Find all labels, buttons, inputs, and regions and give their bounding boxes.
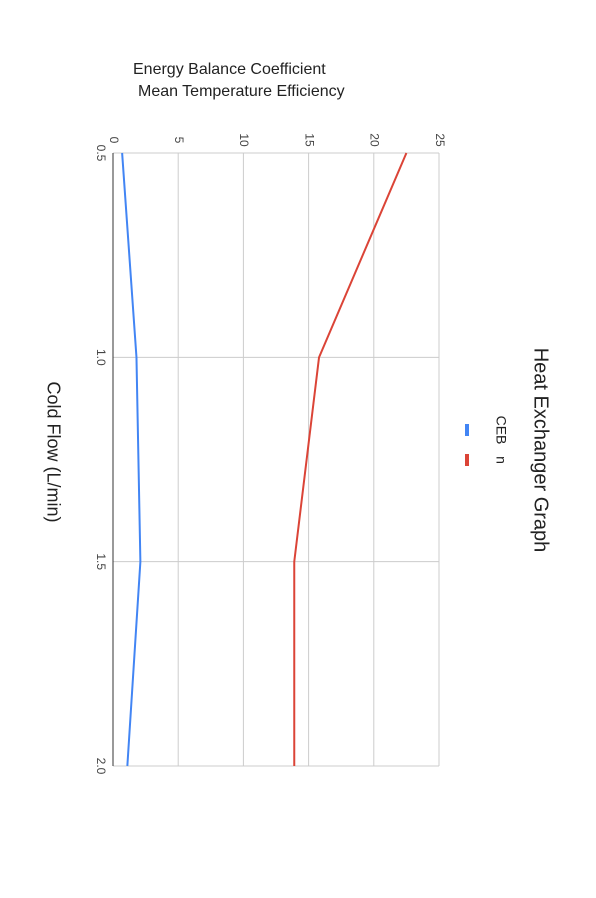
legend-marker — [465, 424, 469, 436]
y-tick-label: 5 — [172, 137, 186, 144]
y-axis-label: Mean Temperature Efficiency — [138, 83, 345, 100]
y-tick-label: 0 — [107, 137, 121, 144]
y-tick-label: 25 — [433, 133, 447, 147]
legend-label: n — [493, 456, 509, 464]
x-tick-label: 2.0 — [94, 758, 108, 775]
x-tick-label: 1.5 — [94, 553, 108, 570]
y-tick-label: 20 — [368, 133, 382, 147]
y-axis-label: Energy Balance Coefficient — [133, 61, 326, 78]
y-tick-label: 15 — [302, 133, 316, 147]
x-tick-label: 0.5 — [94, 145, 108, 162]
x-axis-label: Cold Flow (L/min) — [43, 381, 63, 522]
series-line — [293, 152, 408, 766]
legend-marker — [465, 454, 469, 466]
series-line — [121, 152, 142, 767]
x-tick-label: 1.0 — [94, 349, 108, 366]
y-tick-label: 10 — [237, 133, 251, 147]
legend-label: CEB — [493, 416, 509, 445]
chart-title: Heat Exchanger Graph — [530, 348, 552, 553]
